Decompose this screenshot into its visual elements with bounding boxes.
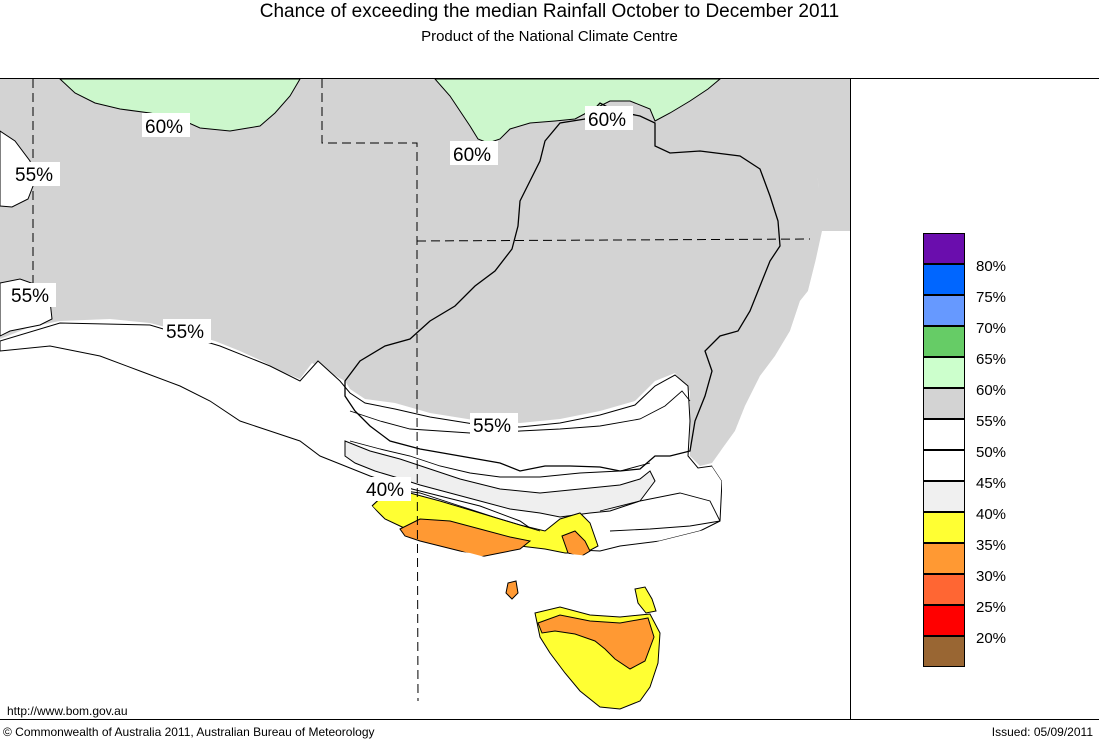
legend-swatch (923, 326, 965, 357)
legend-label: 45% (976, 475, 1007, 492)
legend-label: 80% (976, 258, 1007, 275)
light-green-region-east (434, 79, 721, 144)
contour-label: 60% (145, 117, 183, 138)
legend-label: 65% (976, 351, 1007, 368)
light-green-region-west (59, 79, 301, 132)
legend-swatch (923, 512, 965, 543)
legend-swatch (923, 388, 965, 419)
contour-label: 60% (453, 145, 491, 166)
legend-label: 70% (976, 320, 1007, 337)
legend-swatch (923, 605, 965, 636)
legend-swatch (923, 450, 965, 481)
contour-label: 55% (15, 165, 53, 186)
basin-outline (344, 102, 781, 472)
legend-swatch (923, 264, 965, 295)
source-url[interactable]: http://www.bom.gov.au (7, 704, 128, 718)
land-grey-main (0, 79, 822, 466)
copyright-text: © Commonwealth of Australia 2011, Austra… (3, 725, 375, 739)
legend-swatch (923, 481, 965, 512)
state-borders (32, 79, 811, 702)
king-island-shape (505, 580, 519, 600)
flinders-island-shape (634, 586, 657, 614)
contour-label: 55% (166, 322, 204, 343)
legend-swatch (923, 357, 965, 388)
rainfall-map: 60% 60% 60% 55% 55% 55% 55% 40% (0, 79, 850, 719)
map-subtitle: Product of the National Climate Centre (421, 28, 678, 45)
legend-swatch (923, 419, 965, 450)
legend-label: 50% (976, 444, 1007, 461)
legend-label: 40% (976, 506, 1007, 523)
legend-frame (851, 78, 1099, 720)
tasmania-orange-core (537, 614, 655, 670)
legend-label: 60% (976, 382, 1007, 399)
contour-label: 60% (588, 110, 626, 131)
legend-label: 20% (976, 630, 1007, 647)
legend-label: 30% (976, 568, 1007, 585)
legend-label: 35% (976, 537, 1007, 554)
orange-region-bay (561, 530, 591, 558)
legend-swatch (923, 233, 965, 264)
legend-label: 25% (976, 599, 1007, 616)
legend-swatch (923, 295, 965, 326)
contour-label-group: 60% 60% 60% 55% 55% 55% 55% 40% (8, 106, 633, 501)
issued-date: Issued: 05/09/2011 (991, 725, 1093, 739)
legend-label: 55% (976, 413, 1007, 430)
map-title: Chance of exceeding the median Rainfall … (259, 1, 840, 22)
contour-label: 40% (366, 480, 404, 501)
legend-swatch (923, 636, 965, 667)
legend-label: 75% (976, 289, 1007, 306)
contour-label: 55% (473, 416, 511, 437)
map-frame: 60% 60% 60% 55% 55% 55% 55% 40% (0, 78, 851, 720)
east-coast-white (712, 231, 850, 521)
legend-swatch (923, 574, 965, 605)
orange-region-mainland (399, 518, 532, 558)
legend-swatch (923, 543, 965, 574)
contour-label: 55% (11, 286, 49, 307)
